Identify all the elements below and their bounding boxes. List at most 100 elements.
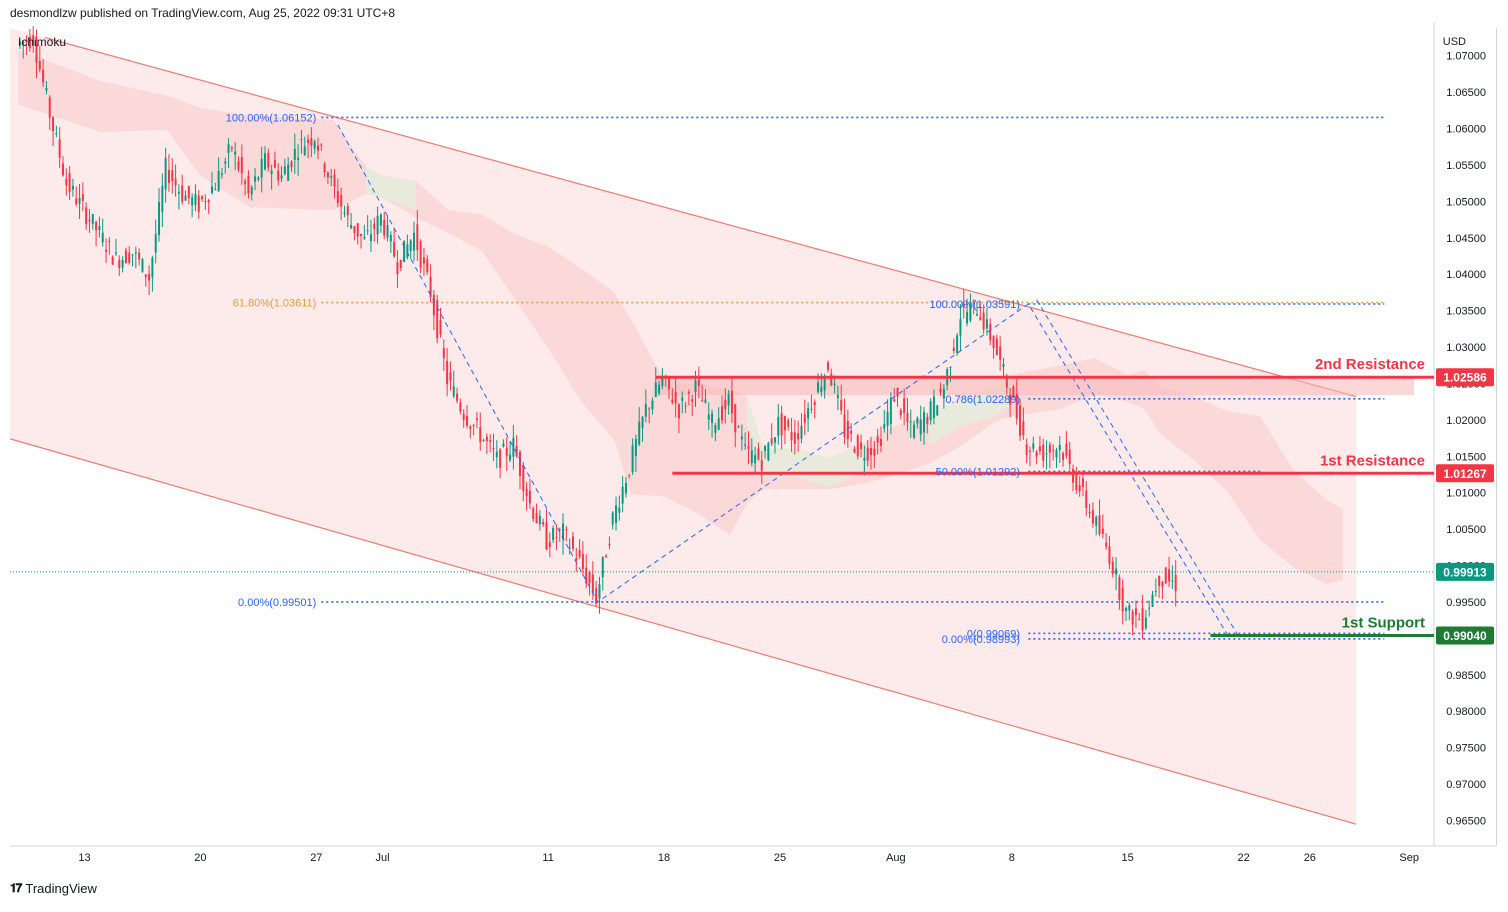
y-tick-label: 0.97500	[1446, 743, 1486, 755]
candle-body	[1042, 444, 1045, 461]
candle-body	[466, 416, 469, 426]
candle-body	[452, 386, 455, 397]
indicator-label[interactable]: Ichimoku	[18, 35, 67, 49]
candle-body	[879, 438, 882, 446]
candle-body	[489, 439, 492, 442]
x-tick-label: 13	[78, 852, 90, 864]
candle-body	[595, 588, 598, 604]
candle-body	[578, 550, 581, 557]
x-tick-label: 20	[194, 852, 206, 864]
candle-body	[333, 174, 336, 187]
candle-body	[469, 426, 472, 429]
tradingview-footer[interactable]: 𝟏𝟕 TradingView	[10, 881, 97, 896]
candle-body	[711, 413, 714, 424]
candle-body	[810, 408, 813, 410]
level-1st-resistance-badge-label: 1.01267	[1443, 467, 1487, 481]
candle-body	[923, 411, 926, 433]
candle-body	[211, 186, 214, 193]
candle-body	[436, 300, 439, 339]
candle-body	[959, 319, 962, 336]
candle-body	[820, 386, 823, 393]
candle-body	[803, 414, 806, 423]
candle-body	[254, 176, 257, 182]
candle-body	[1121, 587, 1124, 612]
candle-body	[644, 404, 647, 417]
candle-body	[61, 163, 64, 176]
y-tick-label: 1.05000	[1446, 196, 1486, 208]
candle-body	[1158, 575, 1161, 587]
candle-body	[1032, 443, 1035, 449]
candle-body	[360, 233, 363, 236]
candle-body	[807, 408, 810, 419]
level-name-1st-support: 1st Support	[1342, 614, 1425, 631]
candle-body	[111, 256, 114, 265]
candle-body	[429, 276, 432, 297]
candle-body	[419, 241, 422, 269]
candle-body	[581, 554, 584, 570]
candle-body	[379, 214, 382, 226]
candle-body	[783, 415, 786, 431]
candle-body	[956, 335, 959, 354]
candle-body	[316, 145, 319, 151]
candle-body	[886, 411, 889, 426]
candle-body	[840, 400, 843, 411]
candle-body	[164, 157, 167, 190]
candle-body	[916, 418, 919, 424]
fib-level-label: 61.80%(1.03611)	[233, 298, 317, 310]
y-tick-label: 1.06500	[1446, 87, 1486, 99]
candle-body	[618, 507, 621, 513]
candle-body	[727, 394, 730, 406]
candle-body	[353, 226, 356, 234]
candle-body	[856, 435, 859, 457]
candle-body	[1098, 515, 1101, 534]
candle-body	[853, 448, 856, 453]
candle-body	[565, 528, 568, 530]
candle-body	[475, 418, 478, 421]
candle-body	[558, 529, 561, 531]
candle-body	[1161, 581, 1164, 587]
candle-body	[575, 558, 578, 561]
candle-body	[770, 438, 773, 444]
candle-body	[555, 536, 558, 538]
candle-body	[1108, 546, 1111, 564]
candle-body	[760, 460, 763, 471]
candle-body	[1091, 510, 1094, 524]
candle-body	[48, 97, 51, 118]
candle-body	[389, 235, 392, 242]
candle-body	[25, 39, 28, 43]
candle-body	[217, 170, 220, 192]
level-1st-resistance-badge	[1436, 464, 1494, 483]
candle-body	[1009, 394, 1012, 405]
candle-body	[263, 153, 266, 170]
candle-body	[509, 454, 512, 461]
candle-body	[85, 207, 88, 225]
candle-body	[1015, 393, 1018, 419]
candle-body	[403, 240, 406, 262]
candle-body	[989, 323, 992, 341]
candle-body	[548, 541, 551, 548]
candle-body	[985, 319, 988, 329]
candle-body	[764, 446, 767, 452]
candle-body	[1075, 472, 1078, 490]
candle-body	[108, 240, 111, 242]
candle-body	[942, 388, 945, 399]
candle-body	[273, 160, 276, 168]
candle-body	[307, 139, 310, 144]
candle-body	[1005, 375, 1008, 388]
candle-body	[850, 430, 853, 434]
x-tick-label: 26	[1304, 852, 1316, 864]
candle-body	[979, 317, 982, 321]
candle-body	[154, 234, 157, 253]
y-tick-label: 0.98000	[1446, 706, 1486, 718]
candle-body	[1058, 444, 1061, 450]
candle-body	[568, 547, 571, 549]
candle-body	[234, 151, 237, 155]
candle-body	[101, 232, 104, 243]
candle-body	[1105, 542, 1108, 547]
candle-body	[1012, 386, 1015, 398]
candle-body	[634, 439, 637, 457]
candle-body	[932, 396, 935, 418]
candle-body	[376, 215, 379, 235]
candle-body	[406, 244, 409, 258]
